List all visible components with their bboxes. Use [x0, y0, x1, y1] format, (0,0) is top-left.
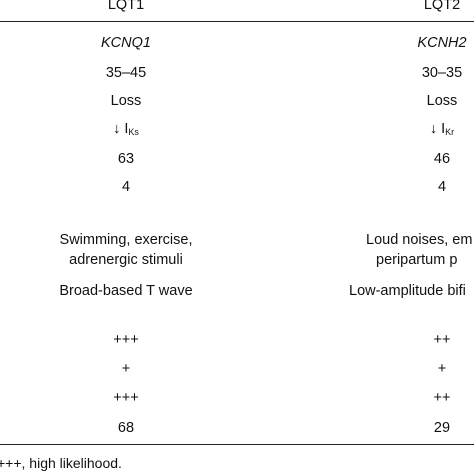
cell-trigger-lqt2-line1: Loud noises, em: [366, 232, 473, 248]
footnote: +++, high likelihood.: [0, 455, 122, 471]
cell-ecg-lqt2: Low-amplitude bifi: [349, 283, 466, 299]
bottom-rule: [0, 444, 474, 445]
header-rule: [0, 21, 474, 22]
cell-trigger-lqt2-line2: peripartum p: [376, 252, 458, 268]
